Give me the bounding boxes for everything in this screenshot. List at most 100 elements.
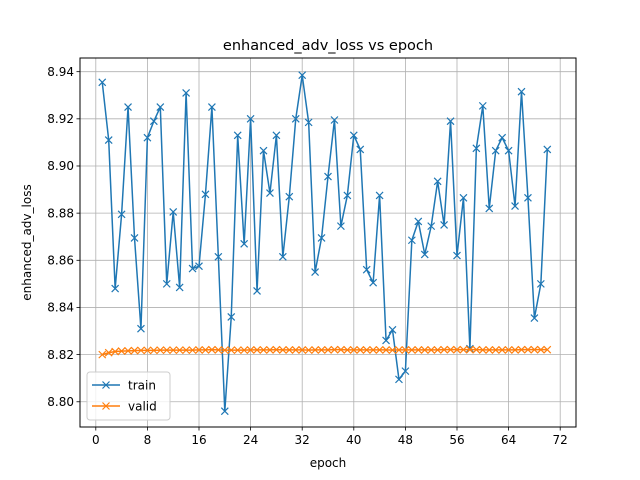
y-axis: 8.80 8.82 8.84 8.86 8.88 8.90 8.92 8.94 <box>47 65 80 409</box>
data-point-valid <box>362 345 371 354</box>
data-point-train <box>440 221 449 229</box>
data-point-valid <box>401 345 410 354</box>
data-point-valid <box>375 345 384 354</box>
x-tick-label: 56 <box>449 433 464 447</box>
data-point-valid <box>330 345 339 354</box>
data-point-valid <box>446 345 455 354</box>
y-tick-label: 8.90 <box>47 159 74 173</box>
data-point-valid <box>472 345 481 354</box>
data-point-valid <box>175 346 184 355</box>
data-point-train <box>162 279 171 288</box>
data-point-valid <box>485 345 494 354</box>
data-point-valid <box>233 346 242 355</box>
data-point-valid <box>240 346 249 355</box>
data-point-train <box>291 114 300 123</box>
data-point-valid <box>111 347 120 356</box>
data-point-train <box>143 133 152 142</box>
data-point-train <box>278 252 287 261</box>
data-point-train <box>433 177 442 186</box>
data-point-train <box>266 189 274 198</box>
data-point-train <box>311 268 320 277</box>
data-point-valid <box>156 346 165 355</box>
data-point-valid <box>504 345 513 354</box>
y-tick-label: 8.92 <box>47 112 74 126</box>
series-line-train <box>101 74 549 412</box>
data-point-valid <box>343 345 352 354</box>
y-tick-label: 8.88 <box>47 206 74 220</box>
legend-marker-train <box>102 381 110 389</box>
data-point-valid <box>246 345 255 354</box>
data-point-valid <box>543 345 552 354</box>
legend-marker-valid <box>102 402 110 410</box>
data-point-valid <box>524 345 532 354</box>
series-layer <box>98 71 552 416</box>
x-tick-label: 40 <box>346 433 361 447</box>
data-point-valid <box>169 346 178 355</box>
data-point-train <box>375 191 384 200</box>
legend-label-valid: valid <box>128 399 157 413</box>
data-point-train <box>169 208 178 216</box>
data-point-train <box>317 233 326 242</box>
data-point-train <box>201 190 210 199</box>
data-point-train <box>336 222 345 231</box>
x-axis: 0 8 16 24 32 40 48 56 64 72 <box>92 427 568 447</box>
data-point-valid <box>414 345 423 354</box>
data-point-train <box>111 284 120 293</box>
data-point-train <box>530 314 539 322</box>
data-point-valid <box>104 348 113 357</box>
data-point-valid <box>459 345 468 354</box>
data-point-valid <box>130 346 139 355</box>
data-point-valid <box>182 346 191 355</box>
x-tick-label: 16 <box>191 433 206 447</box>
data-point-train <box>137 324 145 333</box>
data-point-valid <box>382 345 390 354</box>
data-point-train <box>536 279 545 288</box>
data-point-valid <box>356 345 365 354</box>
data-point-train <box>207 103 216 111</box>
data-point-valid <box>395 345 403 354</box>
data-point-valid <box>511 345 519 354</box>
x-tick-label: 48 <box>398 433 413 447</box>
data-point-train <box>246 114 255 123</box>
data-point-train <box>446 117 455 126</box>
y-axis-label: enhanced_adv_loss <box>20 184 34 300</box>
data-point-train <box>227 312 236 321</box>
data-point-valid <box>433 345 442 354</box>
data-point-train <box>388 325 397 334</box>
data-point-valid <box>324 345 332 354</box>
y-tick-label: 8.86 <box>47 254 74 268</box>
data-point-valid <box>220 346 229 355</box>
data-point-train <box>324 172 332 181</box>
data-point-train <box>524 193 532 202</box>
data-point-valid <box>491 345 500 354</box>
x-tick-label: 64 <box>501 433 516 447</box>
data-point-train <box>214 252 223 261</box>
data-point-train <box>407 236 416 245</box>
data-point-train <box>117 210 126 219</box>
data-point-train <box>543 145 552 154</box>
x-axis-label: epoch <box>310 456 347 470</box>
data-point-valid <box>420 345 429 354</box>
data-point-valid <box>162 346 171 355</box>
data-point-train <box>420 250 429 259</box>
data-point-train <box>285 192 294 201</box>
data-point-train <box>298 71 307 80</box>
data-point-train <box>356 145 365 154</box>
data-point-valid <box>253 345 261 354</box>
data-point-valid <box>498 345 507 354</box>
data-point-train <box>195 262 203 271</box>
data-point-train <box>459 193 468 202</box>
data-point-valid <box>285 345 294 354</box>
data-point-valid <box>98 350 107 359</box>
data-point-valid <box>369 345 378 354</box>
data-point-valid <box>304 346 313 355</box>
data-point-valid <box>266 345 274 354</box>
data-point-train <box>220 407 229 416</box>
data-point-train <box>304 118 313 127</box>
y-tick-label: 8.84 <box>47 301 74 315</box>
series-line-valid <box>102 348 548 356</box>
data-point-train <box>362 265 371 274</box>
data-point-train <box>240 239 249 248</box>
series-train <box>98 71 552 416</box>
data-point-train <box>149 117 158 126</box>
